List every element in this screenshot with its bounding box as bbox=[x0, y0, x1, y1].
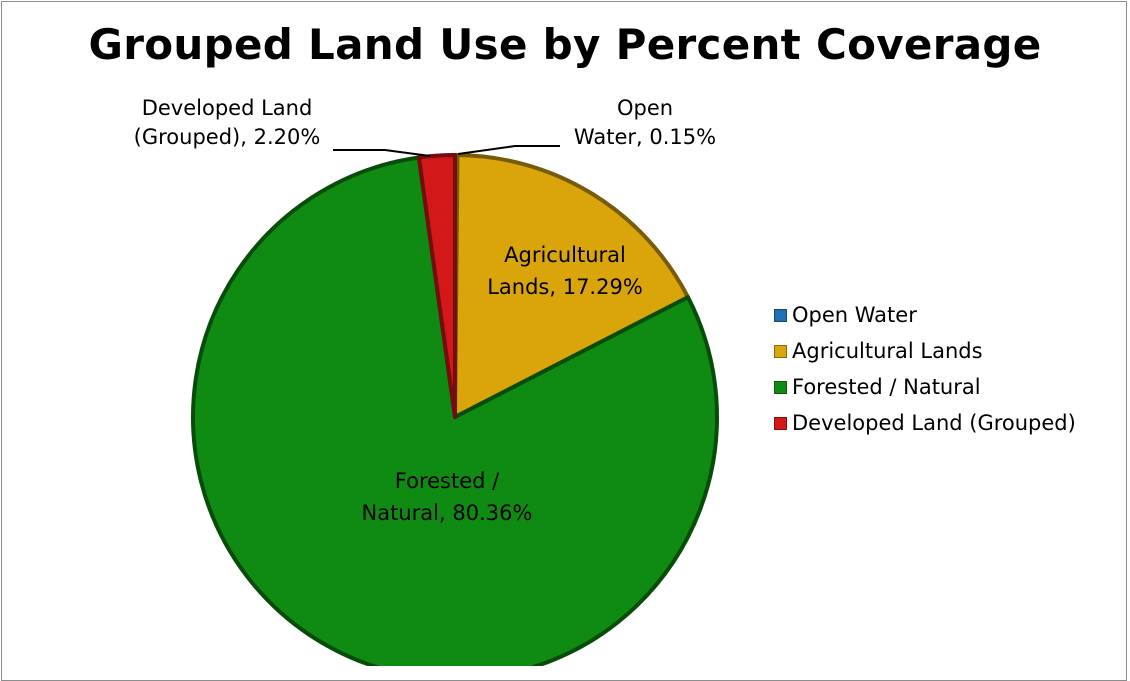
legend-item-open-water: Open Water bbox=[774, 297, 1124, 333]
data-labels: Open Water, 0.15% Agricultural Lands, 17.29… bbox=[134, 96, 716, 525]
chart-title: Grouped Land Use by Percent Coverage bbox=[88, 20, 1042, 69]
data-label-agricultural-lands: Agricultural bbox=[504, 243, 626, 267]
legend-label: Open Water bbox=[792, 303, 917, 327]
data-label-forested-natural: Forested / bbox=[395, 469, 500, 493]
pie-slice-forested-natural bbox=[191, 155, 719, 666]
legend-swatch-open-water bbox=[774, 308, 787, 322]
leader-line-developed-land-grouped bbox=[333, 149, 431, 157]
data-label-developed-land-grouped: Developed Land bbox=[142, 96, 313, 120]
data-label-developed-land-grouped: (Grouped), 2.20% bbox=[134, 125, 321, 149]
legend-swatch-developed-land bbox=[774, 416, 787, 430]
leader-lines bbox=[333, 145, 560, 157]
data-label-agricultural-lands: Lands, 17.29% bbox=[487, 275, 643, 299]
data-label-open-water: Open bbox=[617, 96, 673, 120]
pie-slice-agricultural-lands bbox=[453, 153, 690, 419]
legend-label: Agricultural Lands bbox=[792, 339, 983, 363]
data-label-open-water: Water, 0.15% bbox=[574, 125, 716, 149]
legend-label: Developed Land (Grouped) bbox=[792, 411, 1076, 435]
data-label-forested-natural: Natural, 80.36% bbox=[362, 501, 533, 525]
legend-swatch-agricultural-lands bbox=[774, 344, 787, 358]
pie-slices bbox=[191, 153, 719, 666]
legend-item-forested-natural: Forested / Natural bbox=[774, 369, 1124, 405]
legend-item-developed-land: Developed Land (Grouped) bbox=[774, 405, 1124, 441]
legend-label: Forested / Natural bbox=[792, 375, 981, 399]
pie-chart: Open Water, 0.15% Agricultural Lands, 17.29… bbox=[134, 96, 719, 666]
legend: Open Water Agricultural Lands Forested /… bbox=[774, 297, 1124, 441]
legend-item-agricultural-lands: Agricultural Lands bbox=[774, 333, 1124, 369]
legend-swatch-forested-natural bbox=[774, 380, 787, 394]
pie-slice-developed-land-grouped bbox=[416, 153, 457, 419]
leader-line-open-water bbox=[457, 145, 560, 155]
